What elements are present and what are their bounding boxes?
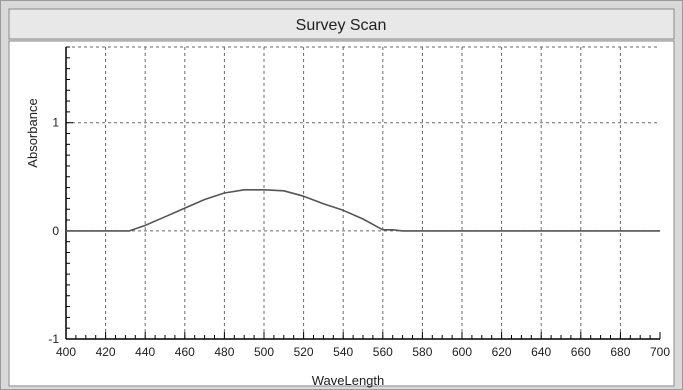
x-tick-label: 700 [650, 345, 670, 359]
plot-area: 400 420 440 460 480 500 520 540 560 580 600 620 640 6… [48, 46, 670, 359]
x-tick-label: 500 [254, 345, 274, 359]
x-tick-label: 400 [56, 345, 76, 359]
y-tick-label: -1 [48, 332, 59, 346]
x-tick-label: 660 [571, 345, 591, 359]
title-bar [8, 8, 675, 40]
x-tick-label: 640 [531, 345, 551, 359]
x-tick-label: 580 [412, 345, 432, 359]
chart-title: Survey Scan [296, 17, 387, 34]
x-tick-label: 560 [373, 345, 393, 359]
x-tick-label: 620 [492, 345, 512, 359]
y-tick-label: 1 [52, 116, 59, 130]
x-tick-label: 540 [333, 345, 353, 359]
x-tick-label: 480 [214, 345, 234, 359]
x-tick-label: 460 [175, 345, 195, 359]
y-tick-label: 0 [52, 224, 59, 238]
y-axis-label: Absorbance [25, 98, 40, 167]
plot-background [66, 47, 660, 339]
x-axis-label: WaveLength [312, 373, 385, 388]
x-tick-label: 420 [96, 345, 116, 359]
x-tick-label: 600 [452, 345, 472, 359]
x-tick-label: 520 [294, 345, 314, 359]
absorbance-series-line [66, 189, 660, 232]
x-tick-label: 680 [610, 345, 630, 359]
x-tick-label: 440 [135, 345, 155, 359]
